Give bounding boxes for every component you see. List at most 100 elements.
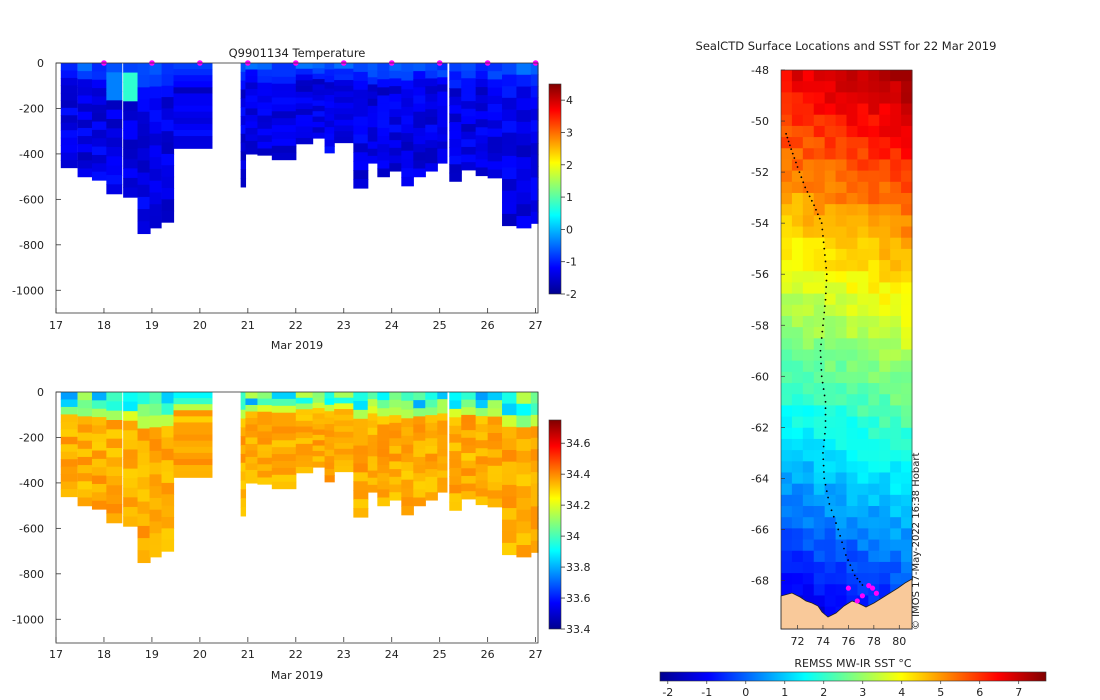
section-cell xyxy=(437,477,448,486)
sst-map-title: SealCTD Surface Locations and SST for 22… xyxy=(696,39,997,53)
section-cell xyxy=(60,489,78,498)
x-tick-label: 23 xyxy=(337,648,351,661)
section-cell xyxy=(257,76,273,84)
section-cell xyxy=(77,489,94,499)
sst-cell xyxy=(857,114,869,127)
track-point xyxy=(795,161,797,164)
sst-cell xyxy=(802,383,815,395)
section-cell xyxy=(257,122,273,130)
section-cell xyxy=(324,404,335,412)
sst-cell xyxy=(890,349,902,362)
sst-cell xyxy=(781,192,793,205)
section-cell xyxy=(245,134,259,142)
colorbar-tick-label: 34.2 xyxy=(566,499,591,512)
sst-cell xyxy=(813,260,826,272)
track-point xyxy=(823,477,826,480)
section-cell xyxy=(425,469,438,478)
sst-cell xyxy=(802,81,815,93)
section-cell xyxy=(487,120,503,130)
section-cell xyxy=(413,465,426,474)
section-cell xyxy=(312,121,326,128)
sst-cell xyxy=(813,92,826,105)
track-point xyxy=(821,330,824,333)
x-tick-label: 22 xyxy=(289,319,303,332)
section-cell xyxy=(437,399,448,407)
section-cell xyxy=(475,448,489,457)
sst-cell xyxy=(890,461,902,473)
section-cell xyxy=(60,107,78,116)
section-cell xyxy=(324,82,335,90)
section-cell xyxy=(516,216,532,229)
section-cell xyxy=(367,148,378,157)
sst-cell xyxy=(802,472,815,485)
sst-cell xyxy=(857,170,869,183)
section-cell xyxy=(461,146,477,156)
section-cell xyxy=(437,484,448,493)
sst-cell xyxy=(835,204,847,216)
section-cell xyxy=(240,445,247,455)
track-point xyxy=(830,509,833,512)
section-cell xyxy=(389,484,402,493)
sst-field-cells xyxy=(781,70,913,630)
section-cell xyxy=(425,492,438,501)
section-cell xyxy=(475,143,489,152)
section-cell xyxy=(161,131,175,144)
section-cell xyxy=(516,168,532,182)
section-cell xyxy=(530,108,539,121)
sst-cell xyxy=(846,472,858,485)
sst-cell xyxy=(835,472,847,485)
section-cell xyxy=(295,455,314,462)
sst-cell xyxy=(857,125,869,138)
sst-cell xyxy=(846,528,858,541)
sst-cell xyxy=(835,338,847,350)
sst-cell xyxy=(846,92,858,105)
section-cell xyxy=(413,481,426,491)
sst-cell xyxy=(813,561,826,574)
sst-cell xyxy=(846,125,858,138)
sst-cell xyxy=(781,483,793,496)
colorbar-tick-label: 3 xyxy=(566,126,573,139)
section-cell xyxy=(389,132,402,141)
section-cell xyxy=(312,424,326,431)
sst-cell xyxy=(791,461,804,473)
section-cell xyxy=(461,475,477,485)
section-cell xyxy=(245,127,259,136)
section-cell xyxy=(245,63,259,71)
section-cell xyxy=(245,476,259,484)
sst-cell xyxy=(901,226,913,239)
sst-cell xyxy=(890,304,902,317)
sst-cell xyxy=(857,506,869,518)
section-cell xyxy=(149,180,162,194)
lat-tick-label: -56 xyxy=(751,268,769,281)
section-cell xyxy=(77,400,94,409)
section-cell xyxy=(91,113,108,123)
section-cell xyxy=(77,144,94,153)
section-cell xyxy=(449,484,462,494)
section-cell xyxy=(312,434,326,441)
sst-cell xyxy=(868,327,880,339)
section-cell xyxy=(324,69,335,77)
section-cell xyxy=(530,414,539,427)
section-cell xyxy=(401,435,414,446)
section-cell xyxy=(324,417,335,425)
section-cell xyxy=(401,497,414,507)
section-cell xyxy=(271,83,297,92)
section-cell xyxy=(106,91,123,101)
sst-cell xyxy=(879,427,891,440)
sst-colorbar-tick-label: 2 xyxy=(820,686,827,699)
sst-cell xyxy=(824,192,837,205)
section-cell xyxy=(502,202,518,215)
section-cell xyxy=(334,102,354,110)
sst-cell xyxy=(802,192,815,205)
section-cell xyxy=(324,107,335,115)
section-cell xyxy=(149,486,162,499)
section-cell xyxy=(401,124,414,134)
sst-cell xyxy=(835,271,847,283)
section-cell xyxy=(312,392,326,398)
section-cell xyxy=(377,473,390,482)
section-cell xyxy=(530,177,539,190)
sst-cell xyxy=(813,528,826,541)
sst-cell xyxy=(868,81,880,93)
section-cell xyxy=(60,130,78,139)
sst-cell xyxy=(802,360,815,373)
